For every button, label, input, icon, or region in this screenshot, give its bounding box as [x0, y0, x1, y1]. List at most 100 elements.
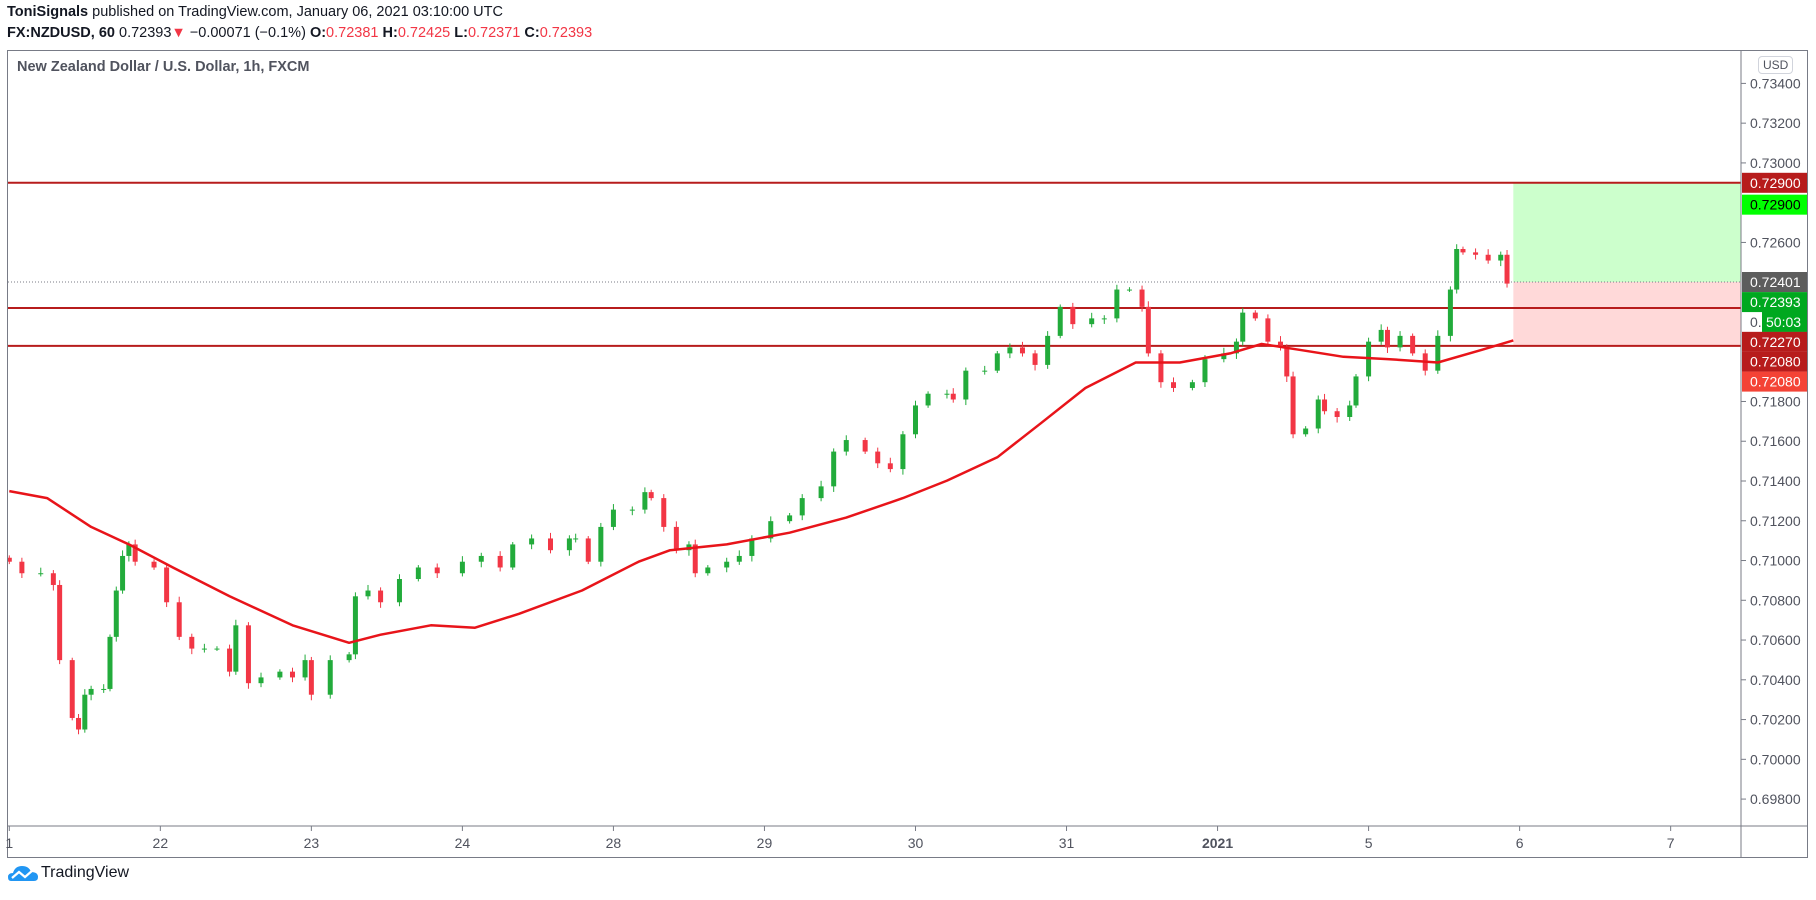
candle-body: [378, 590, 384, 603]
candle-body: [1139, 289, 1145, 307]
candle-body: [113, 590, 119, 637]
price-tick-label: 0.73000: [1750, 155, 1801, 171]
candle-body: [1158, 353, 1164, 383]
candle-body: [925, 393, 931, 406]
candle: [925, 391, 931, 408]
candle-body: [19, 561, 25, 574]
tradingview-logo[interactable]: TradingView: [8, 864, 129, 882]
candle: [415, 565, 421, 582]
candle-body: [176, 602, 182, 637]
candle: [1233, 338, 1239, 359]
candle-body: [126, 544, 132, 556]
candle-body: [1498, 254, 1504, 261]
candle: [176, 596, 182, 641]
candle: [82, 689, 88, 733]
candle-body: [950, 393, 956, 400]
candle-body: [1322, 399, 1328, 412]
price-tick-label: 0.72600: [1750, 234, 1801, 250]
candle: [585, 536, 591, 565]
candle-body: [327, 660, 333, 695]
candle: [1202, 355, 1208, 387]
candle-body: [1384, 329, 1390, 348]
candle-body: [69, 660, 75, 718]
author[interactable]: ToniSignals: [7, 4, 89, 20]
candle: [831, 448, 837, 492]
price-badge-label: 0.72900: [1750, 197, 1801, 213]
price-badge: [1742, 272, 1807, 293]
candle-body: [1202, 359, 1208, 383]
candle-body: [547, 538, 553, 551]
candle-body: [749, 538, 755, 556]
candle: [1189, 379, 1195, 391]
price-badge: [1742, 194, 1807, 215]
candle-body: [233, 625, 239, 672]
candle: [38, 567, 44, 577]
currency-button[interactable]: USD: [1758, 56, 1794, 74]
price-badge-label: 0.72900: [1750, 175, 1801, 191]
candle: [661, 494, 667, 532]
last-price: 0.72393: [119, 25, 172, 41]
ohlc-line: FX:NZDUSD, 60 0.72393▼ −0.00071 (−0.1%) …: [7, 25, 592, 41]
candle: [1089, 312, 1095, 328]
candle: [1252, 310, 1258, 321]
candle-body: [724, 561, 730, 568]
candle: [1284, 344, 1290, 382]
candle: [1378, 324, 1384, 345]
candle: [900, 431, 906, 475]
candle-body: [1454, 249, 1460, 290]
candle-body: [598, 526, 604, 562]
candle-body: [673, 526, 679, 551]
chart-frame[interactable]: [7, 50, 1808, 858]
candle-body: [415, 567, 421, 580]
down-arrow-icon: ▼: [171, 25, 186, 41]
candle-body: [1315, 399, 1321, 429]
open-label: O:: [309, 25, 327, 41]
candle: [1347, 400, 1353, 421]
high-label: H:: [382, 25, 398, 41]
candle: [768, 516, 774, 543]
candle-body: [887, 463, 893, 470]
price-tick-label: 0.70600: [1750, 632, 1801, 648]
candle-body: [1221, 353, 1227, 360]
candle-body: [1101, 318, 1107, 320]
candle-body: [566, 538, 572, 551]
publish-line: ToniSignals published on TradingView.com…: [7, 4, 503, 20]
candle-body: [510, 544, 516, 568]
candle-body: [875, 451, 881, 464]
candle: [497, 551, 503, 572]
candle-body: [1265, 318, 1271, 342]
candle-body: [8, 557, 12, 562]
candle: [164, 563, 170, 608]
price-tick-label: 0.: [1750, 314, 1762, 330]
price-badge-label: 0.72393: [1750, 294, 1801, 310]
candle: [1126, 287, 1132, 292]
candle: [1384, 326, 1390, 353]
price-badge-label: 50:03: [1766, 314, 1801, 330]
candle-body: [629, 509, 635, 511]
candle-body: [38, 573, 44, 575]
candle: [8, 555, 12, 565]
candle: [887, 457, 893, 473]
published-text: published on TradingView.com, January 06…: [92, 4, 503, 20]
time-tick-label: 29: [757, 835, 773, 851]
candle-body: [365, 590, 371, 597]
plot-area: [8, 181, 1741, 735]
candle: [76, 713, 82, 735]
candle-body: [642, 492, 648, 510]
candle-body: [1284, 347, 1290, 377]
candle: [875, 447, 881, 469]
candle: [327, 655, 333, 699]
candle-body: [1378, 329, 1384, 342]
price-tick-label: 0.73200: [1750, 115, 1801, 131]
candle-body: [82, 694, 88, 730]
candle-body: [1007, 347, 1013, 354]
candle: [88, 685, 94, 701]
candle-body: [648, 492, 654, 499]
candle-body: [982, 370, 988, 372]
candle: [1019, 341, 1025, 357]
candle: [510, 542, 516, 570]
close-value: 0.72393: [539, 25, 593, 41]
price-tick-label: 0.70000: [1750, 751, 1801, 767]
candle: [289, 667, 295, 683]
